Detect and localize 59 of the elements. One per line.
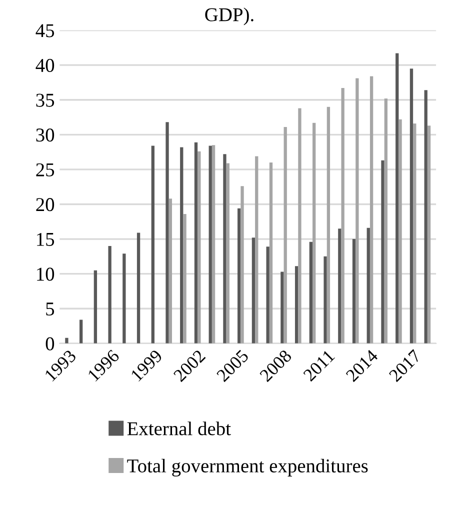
bar <box>280 272 284 344</box>
bar <box>180 147 184 344</box>
bar <box>312 122 316 344</box>
y-tick-label: 30 <box>36 128 54 142</box>
y-tick-label: 35 <box>36 94 54 107</box>
bar <box>384 98 388 344</box>
bar <box>398 119 402 344</box>
bar <box>255 156 258 344</box>
bar <box>366 228 370 344</box>
bar <box>396 53 399 344</box>
bar <box>324 256 327 344</box>
bar <box>194 142 198 344</box>
y-tick-label: 40 <box>36 58 54 72</box>
y-tick-label: 15 <box>37 232 54 246</box>
bar <box>79 320 83 344</box>
y-tick-label: 0 <box>46 337 54 350</box>
bar <box>424 90 428 344</box>
bar <box>413 124 416 344</box>
bar <box>410 68 414 344</box>
y-tick-label: 20 <box>36 198 54 212</box>
bar <box>269 162 273 344</box>
bar <box>294 266 298 344</box>
bar <box>212 145 216 344</box>
bar <box>238 208 241 344</box>
x-tick-label: 2011 <box>302 349 336 382</box>
y-tick-label: 25 <box>36 163 54 176</box>
legend-label: Total government expenditures <box>127 458 368 477</box>
bar <box>65 338 68 344</box>
bar <box>266 246 270 344</box>
bar <box>183 214 186 344</box>
bar <box>309 242 313 344</box>
y-tick-label: 45 <box>36 24 54 38</box>
bar <box>298 108 302 344</box>
bar <box>108 246 112 344</box>
bar <box>168 198 172 344</box>
bar <box>208 146 212 344</box>
bar <box>136 232 140 344</box>
bar <box>240 186 244 344</box>
y-tick-label: 10 <box>37 268 54 281</box>
bar <box>198 151 201 344</box>
chart-title: GDP). <box>205 8 254 26</box>
y-tick-label: 5 <box>46 302 54 316</box>
bar <box>356 78 359 344</box>
bar <box>252 238 256 344</box>
bar <box>122 254 126 344</box>
bar <box>166 122 169 344</box>
bar <box>338 228 342 344</box>
bar <box>151 146 154 344</box>
legend-label: External debt <box>127 422 231 436</box>
bar <box>381 160 384 344</box>
bar <box>370 76 374 344</box>
bar <box>326 106 330 344</box>
bar <box>341 88 344 344</box>
bar <box>427 126 431 344</box>
bar <box>94 270 98 344</box>
bar <box>352 239 356 344</box>
bar <box>284 127 287 344</box>
bar <box>226 163 230 344</box>
bar <box>223 154 226 344</box>
